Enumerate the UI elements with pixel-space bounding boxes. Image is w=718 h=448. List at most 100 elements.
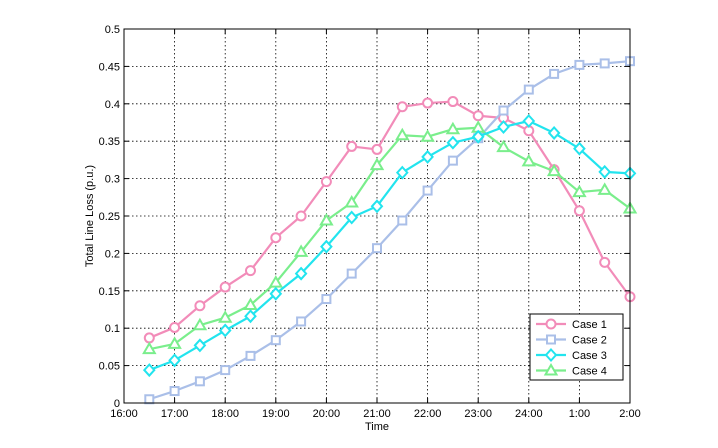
- x-axis-title: Time: [365, 421, 389, 433]
- y-tick-label: 0.05: [99, 361, 120, 373]
- data-point-case-3: [193, 338, 207, 353]
- data-point-case-4: [546, 163, 562, 177]
- data-point-case-3: [395, 165, 409, 180]
- data-point-case-4: [293, 244, 309, 257]
- data-point-case-4: [217, 310, 233, 323]
- data-point-case-1: [169, 321, 181, 333]
- y-tick-label: 0: [114, 398, 120, 410]
- legend-label-case-3: Case 3: [572, 350, 607, 362]
- data-point-case-1: [472, 110, 484, 122]
- data-point-case-3: [320, 239, 333, 254]
- data-point-case-1: [371, 143, 383, 155]
- x-tick-label: 16:00: [110, 408, 138, 420]
- data-point-case-1: [270, 232, 282, 244]
- data-point-case-2: [397, 215, 408, 226]
- data-point-case-4: [167, 336, 182, 349]
- data-point-case-3: [573, 141, 586, 156]
- y-tick-label: 0.35: [99, 136, 120, 148]
- grid: [124, 29, 630, 403]
- data-point-case-1: [194, 300, 206, 312]
- legend-entry-case-3: Case 3: [536, 348, 607, 362]
- data-point-case-4: [243, 297, 258, 311]
- legend-label-case-2: Case 2: [572, 335, 607, 347]
- data-point-case-4: [445, 121, 461, 135]
- y-axis-title: Total Line Loss (p.u.): [84, 165, 96, 267]
- legend: Case 1 Case 2 Case 3 Case 4: [529, 313, 624, 381]
- data-point-case-1: [422, 97, 434, 109]
- data-point-case-2: [270, 335, 281, 346]
- series-case-1: [143, 96, 636, 344]
- data-point-case-3: [446, 135, 460, 150]
- x-tick-label: 17:00: [161, 408, 189, 420]
- data-point-case-2: [599, 58, 610, 69]
- y-tick-label: 0.25: [99, 211, 120, 223]
- data-point-case-1: [346, 140, 358, 152]
- data-point-case-4: [268, 275, 284, 288]
- data-point-case-2: [498, 105, 509, 116]
- data-point-case-2: [194, 376, 205, 387]
- data-point-case-3: [345, 210, 359, 225]
- x-tick-label: 21:00: [363, 408, 391, 420]
- x-tick-label: 2:00: [619, 408, 640, 420]
- legend-entry-case-2: Case 2: [536, 334, 607, 347]
- data-point-case-4: [192, 317, 208, 331]
- data-point-case-4: [344, 195, 359, 208]
- data-point-case-3: [218, 323, 232, 338]
- data-point-case-4: [521, 153, 537, 167]
- data-point-case-4: [597, 182, 612, 195]
- series-case-3: [142, 114, 637, 378]
- data-point-case-4: [572, 184, 587, 198]
- y-tick-label: 0.4: [105, 99, 120, 111]
- data-point-case-2: [447, 155, 458, 166]
- data-point-case-1: [143, 332, 155, 344]
- data-point-case-2: [549, 68, 560, 79]
- data-point-case-2: [169, 386, 180, 397]
- legend-entry-case-1: Case 1: [536, 318, 607, 331]
- data-point-case-2: [245, 350, 256, 361]
- x-tick-label: 22:00: [414, 408, 442, 420]
- y-tick-label: 0.2: [105, 248, 120, 260]
- series-line-case-4: [149, 126, 631, 351]
- data-point-case-1: [599, 256, 611, 268]
- legend-marker-case-1: [545, 318, 557, 330]
- data-point-case-1: [320, 176, 332, 188]
- data-point-case-1: [447, 96, 459, 108]
- data-point-case-1: [295, 210, 307, 222]
- x-tick-label: 24:00: [515, 408, 543, 420]
- legend-marker-case-3: [544, 348, 558, 362]
- legend-marker-case-2: [546, 334, 556, 345]
- x-tick-label: 23:00: [464, 408, 492, 420]
- data-point-case-4: [142, 341, 157, 355]
- data-point-case-2: [523, 84, 534, 95]
- data-point-case-4: [395, 127, 410, 141]
- series-group: [142, 56, 638, 405]
- data-point-case-3: [598, 164, 612, 179]
- axis-ticks: 16:00 17:00 18:00 19:00 20:00 21:00 22:00 23:00…: [99, 24, 641, 420]
- legend-entry-case-4: Case 4: [536, 363, 607, 378]
- data-point-case-2: [372, 243, 382, 254]
- data-point-case-2: [296, 316, 307, 327]
- x-tick-label: 19:00: [262, 408, 290, 420]
- x-tick-label: 1:00: [569, 408, 590, 420]
- data-point-case-2: [144, 394, 155, 405]
- data-point-case-3: [244, 309, 257, 324]
- data-point-case-1: [245, 265, 256, 277]
- data-point-case-1: [396, 101, 408, 113]
- y-tick-label: 0.5: [105, 24, 120, 36]
- data-point-case-3: [168, 353, 181, 368]
- data-point-case-4: [369, 157, 385, 171]
- data-point-case-2: [321, 294, 332, 305]
- y-tick-label: 0.45: [99, 61, 120, 73]
- data-point-case-1: [573, 205, 585, 217]
- data-point-case-4: [319, 212, 334, 226]
- y-tick-label: 0.3: [105, 174, 120, 186]
- data-point-case-4: [420, 129, 435, 142]
- data-point-case-2: [422, 185, 433, 196]
- data-point-case-3: [269, 286, 283, 301]
- legend-label-case-4: Case 4: [572, 366, 607, 378]
- y-tick-label: 0.1: [105, 323, 120, 335]
- legend-label-case-1: Case 1: [572, 319, 607, 331]
- data-point-case-2: [220, 365, 231, 376]
- data-point-case-3: [294, 266, 308, 281]
